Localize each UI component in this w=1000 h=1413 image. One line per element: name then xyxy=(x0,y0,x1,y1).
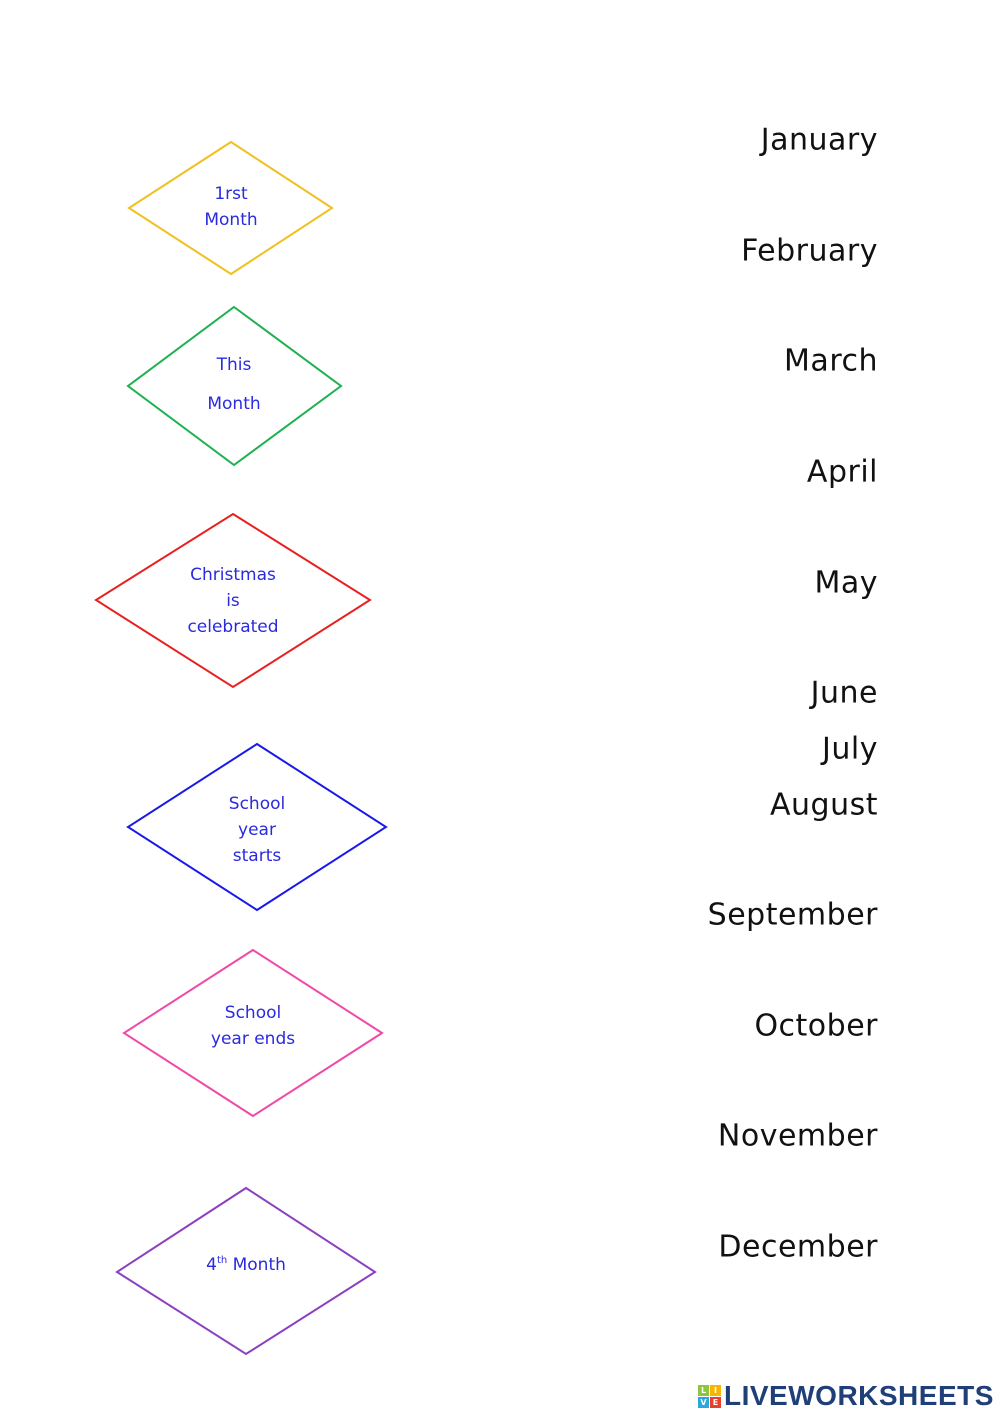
liveworksheets-logo: L I V E LIVEWORKSHEETS xyxy=(698,1380,994,1412)
diamond-label-christmas: Christmas is celebrated xyxy=(187,562,278,640)
label-line: School xyxy=(224,1003,282,1023)
diamond-school-ends xyxy=(122,948,384,1118)
label-line: year xyxy=(238,820,276,840)
label-line: starts xyxy=(232,846,282,866)
diamond-christmas xyxy=(94,512,372,689)
month-march[interactable]: March xyxy=(784,343,878,379)
label-line: year ends xyxy=(210,1029,296,1049)
label-line: Month xyxy=(227,1254,286,1275)
month-may[interactable]: May xyxy=(814,565,878,601)
label-superscript: th xyxy=(216,1255,228,1267)
logo-letter: E xyxy=(710,1396,721,1408)
diamond-label-fourth-month: 4th Month xyxy=(206,1248,286,1278)
month-june[interactable]: June xyxy=(810,675,878,711)
logo-letter: L xyxy=(698,1384,709,1396)
label-line: Month xyxy=(207,394,261,414)
diamond-this-month xyxy=(126,305,343,467)
month-october[interactable]: October xyxy=(754,1008,878,1044)
label-line: Christmas xyxy=(190,565,276,585)
month-december[interactable]: December xyxy=(718,1229,878,1265)
month-april[interactable]: April xyxy=(806,454,878,490)
diamond-fourth-month xyxy=(115,1186,377,1356)
label-number: 4 xyxy=(206,1254,217,1275)
logo-text: LIVEWORKSHEETS xyxy=(724,1380,994,1411)
month-september[interactable]: September xyxy=(707,897,878,933)
month-january[interactable]: January xyxy=(760,122,878,158)
diamond-label-school-starts: School year starts xyxy=(229,791,285,869)
label-line: celebrated xyxy=(187,617,279,637)
label-line: 1rst xyxy=(214,184,248,204)
label-line: School xyxy=(228,794,286,814)
month-july[interactable]: July xyxy=(822,731,878,767)
diamond-school-starts xyxy=(126,742,388,912)
label-line: This xyxy=(216,355,252,375)
diamond-label-school-ends: School year ends xyxy=(211,1000,295,1052)
logo-letter: I xyxy=(710,1384,721,1396)
month-august[interactable]: August xyxy=(770,787,878,823)
diamond-label-this-month: This Month xyxy=(207,346,260,424)
logo-letter: V xyxy=(698,1396,709,1408)
logo-squares-icon: L I V E xyxy=(698,1384,721,1408)
label-line: is xyxy=(226,591,240,611)
diamond-label-first-month: 1rst Month xyxy=(204,181,257,233)
label-line: Month xyxy=(204,210,258,230)
diamond-first-month xyxy=(127,140,334,276)
month-november[interactable]: November xyxy=(717,1118,878,1154)
month-february[interactable]: February xyxy=(741,233,878,269)
